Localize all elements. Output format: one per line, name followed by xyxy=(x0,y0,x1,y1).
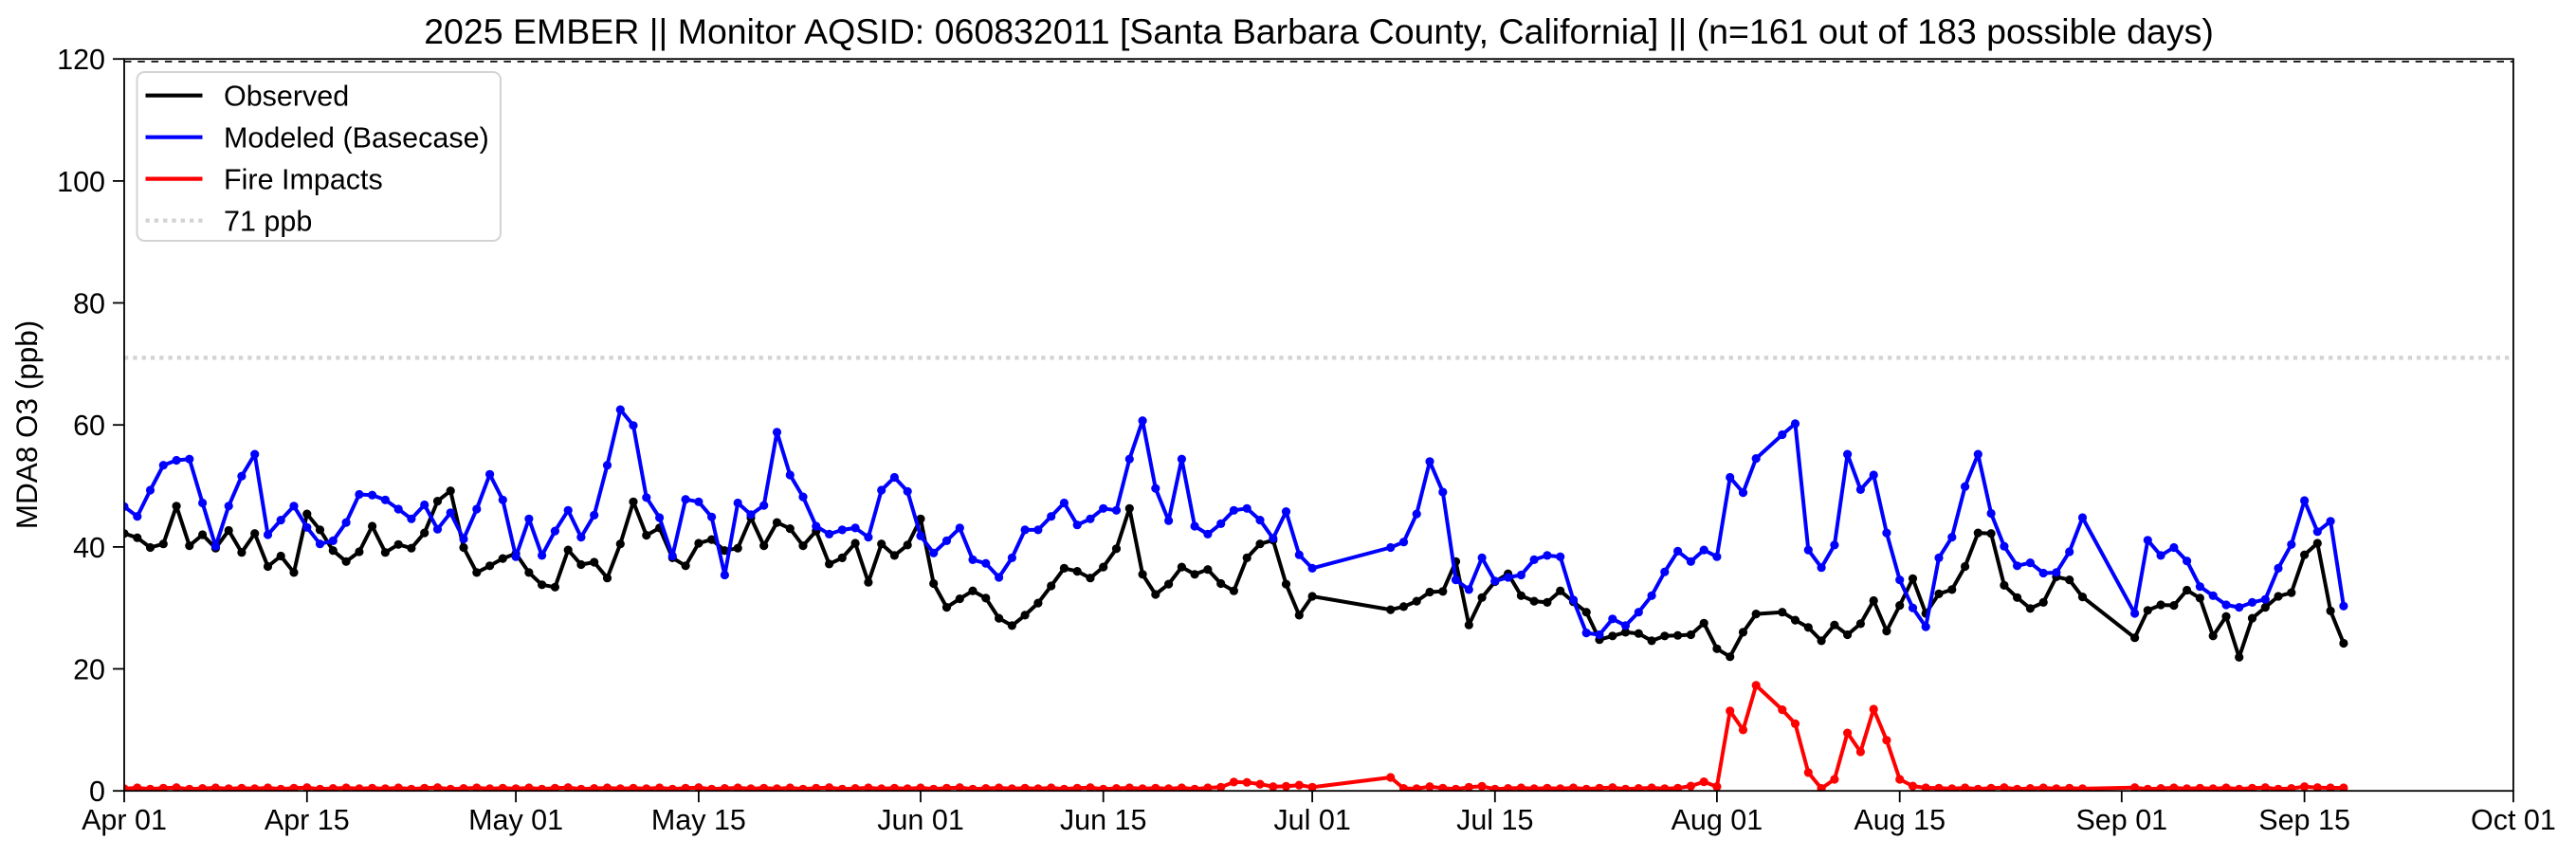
svg-text:20: 20 xyxy=(73,654,105,686)
svg-text:40: 40 xyxy=(73,532,105,564)
svg-text:Jun 15: Jun 15 xyxy=(1060,804,1147,836)
svg-text:May 15: May 15 xyxy=(651,804,746,836)
svg-text:Fire Impacts: Fire Impacts xyxy=(224,164,383,196)
svg-text:80: 80 xyxy=(73,288,105,320)
svg-text:100: 100 xyxy=(57,166,105,198)
svg-text:Sep 15: Sep 15 xyxy=(2258,804,2350,836)
svg-text:120: 120 xyxy=(57,44,105,76)
svg-text:Modeled (Basecase): Modeled (Basecase) xyxy=(224,122,489,155)
svg-text:Observed: Observed xyxy=(224,81,349,113)
svg-text:Jul 01: Jul 01 xyxy=(1273,804,1350,836)
svg-text:Apr 01: Apr 01 xyxy=(82,804,167,836)
svg-text:Aug 01: Aug 01 xyxy=(1672,804,1763,836)
svg-text:Apr 15: Apr 15 xyxy=(265,804,350,836)
svg-text:71 ppb: 71 ppb xyxy=(224,206,312,238)
svg-text:Aug 15: Aug 15 xyxy=(1854,804,1946,836)
svg-text:0: 0 xyxy=(89,776,105,808)
svg-text:MDA8 O3 (ppb): MDA8 O3 (ppb) xyxy=(9,320,44,530)
svg-text:May 01: May 01 xyxy=(468,804,563,836)
svg-text:Oct 01: Oct 01 xyxy=(2471,804,2556,836)
svg-text:60: 60 xyxy=(73,410,105,442)
svg-text:Sep 01: Sep 01 xyxy=(2075,804,2167,836)
svg-text:Jul 15: Jul 15 xyxy=(1456,804,1533,836)
svg-text:2025 EMBER || Monitor AQSID: 0: 2025 EMBER || Monitor AQSID: 060832011 [… xyxy=(424,11,2214,51)
svg-text:Jun 01: Jun 01 xyxy=(877,804,964,836)
